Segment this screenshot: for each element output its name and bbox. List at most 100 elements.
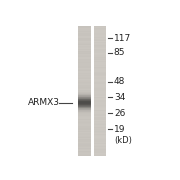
Bar bbox=[78, 97, 91, 98]
Bar bbox=[94, 87, 106, 88]
Bar bbox=[78, 125, 91, 126]
Bar bbox=[94, 91, 106, 92]
Bar bbox=[78, 26, 91, 27]
Bar bbox=[78, 42, 91, 43]
Bar bbox=[94, 102, 106, 103]
Bar bbox=[94, 92, 106, 93]
Bar bbox=[94, 86, 106, 87]
Bar bbox=[94, 49, 106, 50]
Bar bbox=[94, 46, 106, 47]
Bar bbox=[78, 126, 91, 127]
Bar bbox=[78, 152, 91, 153]
Bar bbox=[78, 63, 91, 64]
Bar bbox=[94, 83, 106, 84]
Bar bbox=[94, 98, 106, 99]
Bar bbox=[94, 120, 106, 121]
Bar bbox=[78, 87, 91, 88]
Bar bbox=[94, 116, 106, 117]
Bar bbox=[78, 98, 91, 99]
Bar bbox=[94, 61, 106, 62]
Bar bbox=[78, 89, 91, 90]
Bar bbox=[94, 33, 106, 34]
Bar bbox=[78, 77, 91, 78]
Bar bbox=[78, 33, 91, 34]
Bar bbox=[94, 74, 106, 75]
Bar bbox=[78, 141, 91, 142]
Bar bbox=[94, 88, 106, 89]
Bar bbox=[78, 36, 91, 37]
Bar bbox=[94, 66, 106, 67]
Bar bbox=[94, 128, 106, 129]
Bar bbox=[94, 68, 106, 69]
Bar bbox=[78, 50, 91, 51]
Bar bbox=[78, 51, 91, 52]
Bar bbox=[94, 48, 106, 49]
Bar bbox=[78, 154, 91, 155]
Bar bbox=[78, 60, 91, 61]
Bar bbox=[78, 131, 91, 132]
Bar bbox=[94, 119, 106, 120]
Text: ARMX3: ARMX3 bbox=[28, 98, 60, 107]
Bar bbox=[78, 58, 91, 59]
Bar bbox=[94, 122, 106, 123]
Bar bbox=[94, 31, 106, 32]
Bar bbox=[78, 113, 91, 114]
Bar bbox=[78, 53, 91, 54]
Bar bbox=[94, 56, 106, 57]
Bar bbox=[94, 46, 106, 47]
Bar bbox=[94, 139, 106, 140]
Bar bbox=[78, 44, 91, 45]
Bar bbox=[94, 134, 106, 135]
Bar bbox=[78, 139, 91, 140]
Bar bbox=[94, 100, 106, 101]
Bar bbox=[94, 151, 106, 152]
Bar bbox=[78, 143, 91, 144]
Bar bbox=[94, 145, 106, 146]
Bar bbox=[78, 91, 91, 92]
Bar bbox=[78, 42, 91, 43]
Bar bbox=[94, 129, 106, 130]
Bar bbox=[94, 65, 106, 66]
Bar bbox=[94, 60, 106, 61]
Bar bbox=[94, 144, 106, 145]
Bar bbox=[78, 65, 91, 66]
Bar bbox=[94, 31, 106, 32]
Bar bbox=[78, 109, 91, 110]
Bar bbox=[94, 118, 106, 119]
Bar bbox=[94, 136, 106, 137]
Bar bbox=[78, 134, 91, 135]
Bar bbox=[78, 38, 91, 39]
Bar bbox=[78, 101, 91, 102]
Bar bbox=[94, 132, 106, 133]
Bar bbox=[94, 89, 106, 90]
Bar bbox=[94, 64, 106, 65]
Bar bbox=[78, 55, 91, 56]
Bar bbox=[78, 87, 91, 88]
Bar bbox=[94, 50, 106, 51]
Bar bbox=[78, 79, 91, 80]
Text: 117: 117 bbox=[114, 34, 131, 43]
Bar bbox=[94, 63, 106, 64]
Bar bbox=[94, 65, 106, 66]
Bar bbox=[94, 142, 106, 143]
Bar bbox=[78, 48, 91, 49]
Bar bbox=[94, 121, 106, 122]
Bar bbox=[78, 149, 91, 150]
Bar bbox=[78, 84, 91, 85]
Bar bbox=[78, 82, 91, 83]
Bar bbox=[94, 29, 106, 30]
Bar bbox=[94, 124, 106, 125]
Bar bbox=[94, 133, 106, 134]
Bar bbox=[94, 37, 106, 38]
Text: (kD): (kD) bbox=[114, 136, 132, 145]
Bar bbox=[78, 31, 91, 32]
Bar bbox=[78, 73, 91, 74]
Bar bbox=[78, 49, 91, 50]
Bar bbox=[78, 100, 91, 101]
Bar bbox=[78, 112, 91, 113]
Bar bbox=[94, 137, 106, 138]
Bar bbox=[94, 48, 106, 49]
Bar bbox=[78, 47, 91, 48]
Bar bbox=[94, 80, 106, 81]
Bar bbox=[78, 144, 91, 145]
